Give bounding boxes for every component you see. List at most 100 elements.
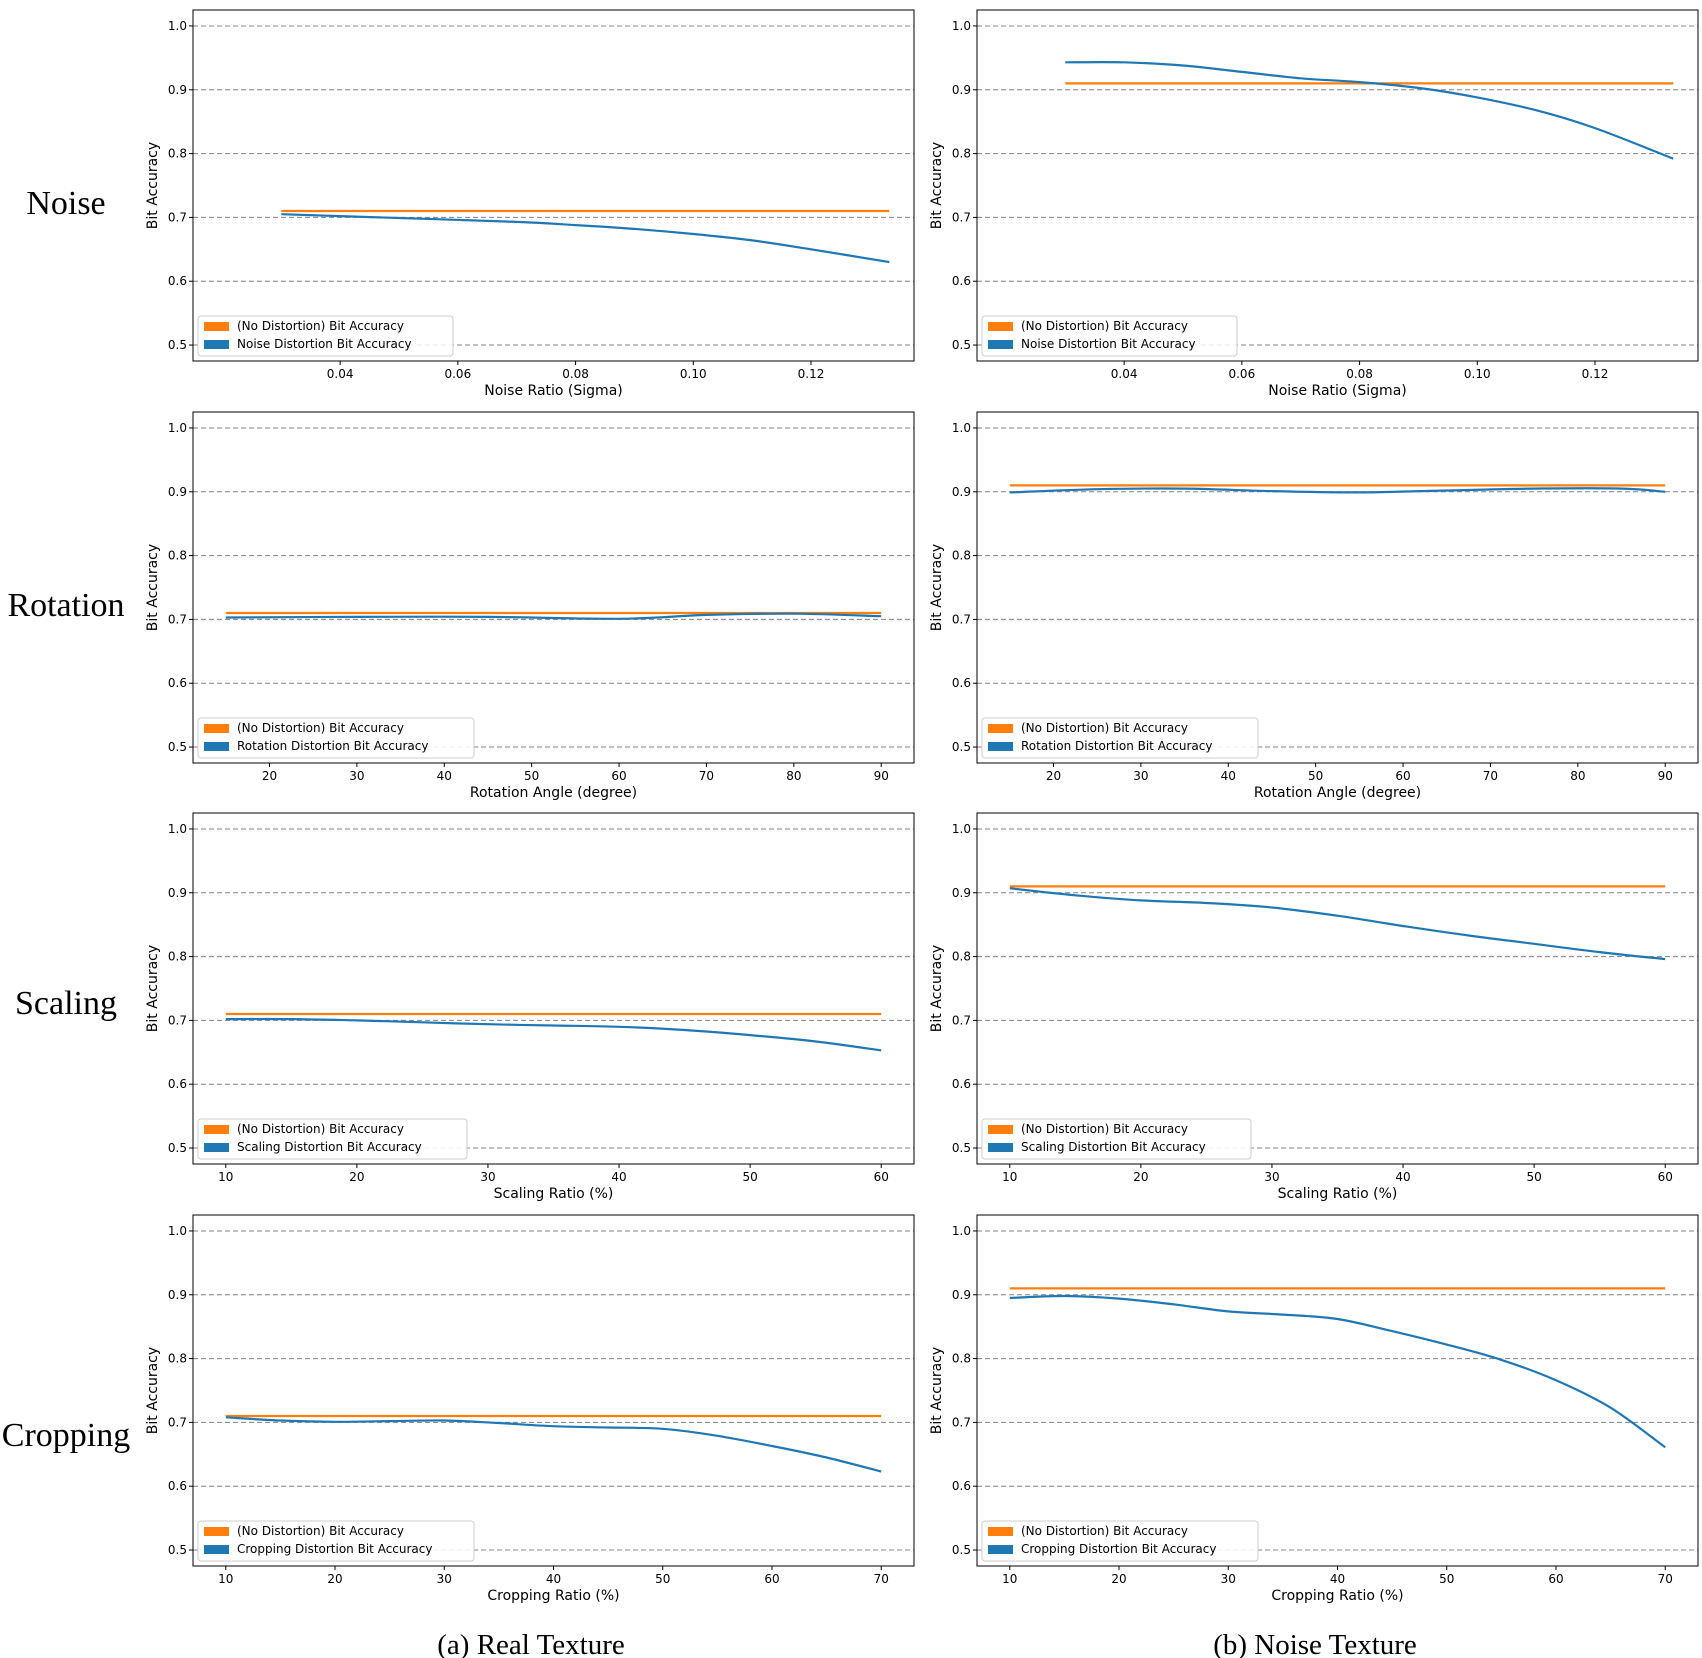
- legend-frame: [981, 717, 1259, 759]
- y-tick-label: 0.8: [168, 147, 187, 161]
- subplot-grid: 0.5 0.6 0.7 0.8 0.9 1.0 0.04 0.06 0.08 0.10 0.12 No…: [145, 9, 1699, 1604]
- x-tick-label: 0.04: [1111, 367, 1138, 381]
- legend: (No Distortion) Bit Accuracy Noise Distor…: [981, 315, 1238, 357]
- legend-label-distortion: Scaling Distortion Bit Accuracy: [237, 1140, 422, 1154]
- axes-frame: [976, 411, 1699, 764]
- legend: (No Distortion) Bit Accuracy Rotation Dis…: [981, 717, 1259, 759]
- y-tick-label: 0.6: [952, 274, 971, 288]
- legend: (No Distortion) Bit Accuracy Cropping Dis…: [197, 1520, 475, 1562]
- x-tick-label: 20: [1046, 769, 1061, 783]
- x-tick-label: 20: [1111, 1572, 1126, 1586]
- legend-label-distortion: Scaling Distortion Bit Accuracy: [1021, 1140, 1206, 1154]
- x-tick-label: 60: [1395, 769, 1410, 783]
- x-tick-label: 40: [1395, 1170, 1410, 1184]
- y-tick-label: 0.9: [168, 485, 187, 499]
- x-tick-label: 20: [1133, 1170, 1148, 1184]
- x-tick-label: 80: [786, 769, 801, 783]
- legend-swatch-baseline: [204, 724, 229, 733]
- x-tick-label: 60: [1658, 1170, 1673, 1184]
- axes-frame: [192, 411, 915, 764]
- x-axis-label: Noise Ratio (Sigma): [1268, 383, 1406, 399]
- legend-swatch-baseline: [204, 1125, 229, 1134]
- y-tick-label: 0.7: [168, 612, 187, 626]
- legend-label-baseline: (No Distortion) Bit Accuracy: [1021, 721, 1188, 735]
- legend-swatch-distortion: [988, 340, 1013, 349]
- subplot-scaling-real: 0.5 0.6 0.7 0.8 0.9 1.0 10 20 30 40 50 60 Scaling Ra…: [145, 812, 915, 1202]
- legend-label-distortion: Cropping Distortion Bit Accuracy: [1021, 1542, 1216, 1556]
- x-tick-label: 80: [1570, 769, 1585, 783]
- y-tick-label: 0.5: [168, 1141, 187, 1155]
- distortion-series-line: [1009, 1294, 1666, 1449]
- legend-swatch-distortion: [204, 742, 229, 751]
- row-label-scaling: Scaling: [15, 985, 117, 1022]
- legend-frame: [981, 1118, 1252, 1160]
- legend-frame: [197, 717, 475, 759]
- caption-noise-texture: (b) Noise Texture: [1213, 1629, 1417, 1658]
- legend-label-baseline: (No Distortion) Bit Accuracy: [1021, 1524, 1188, 1538]
- axes-frame: [976, 9, 1699, 362]
- caption-real-texture: (a) Real Texture: [437, 1629, 624, 1658]
- y-tick-label: 0.7: [952, 1415, 971, 1429]
- distortion-series-line: [281, 213, 890, 264]
- y-tick-label: 1.0: [168, 421, 187, 435]
- legend-label-distortion: Cropping Distortion Bit Accuracy: [237, 1542, 432, 1556]
- x-axis-label: Scaling Ratio (%): [494, 1186, 614, 1202]
- y-tick-label: 0.7: [168, 1013, 187, 1027]
- y-tick-label: 0.5: [952, 1141, 971, 1155]
- y-tick-label: 0.8: [168, 1352, 187, 1366]
- y-axis-label: Bit Accuracy: [145, 544, 161, 631]
- y-tick-label: 0.5: [952, 740, 971, 754]
- distortion-series-line: [1009, 487, 1666, 494]
- x-tick-label: 40: [1221, 769, 1236, 783]
- legend-label-baseline: (No Distortion) Bit Accuracy: [237, 721, 404, 735]
- y-tick-label: 0.6: [952, 676, 971, 690]
- y-tick-label: 0.5: [168, 1543, 187, 1557]
- x-tick-label: 50: [655, 1572, 670, 1586]
- y-tick-label: 1.0: [952, 19, 971, 33]
- y-tick-label: 0.9: [952, 83, 971, 97]
- subplot-cropping-real: 0.5 0.6 0.7 0.8 0.9 1.0 10 20 30 40 50 60 70 Cropping…: [145, 1214, 915, 1604]
- y-tick-label: 0.5: [168, 740, 187, 754]
- x-tick-label: 10: [1002, 1572, 1017, 1586]
- y-tick-label: 0.6: [952, 1077, 971, 1091]
- x-tick-label: 30: [480, 1170, 495, 1184]
- legend-swatch-baseline: [988, 724, 1013, 733]
- subplot-noise-real: 0.5 0.6 0.7 0.8 0.9 1.0 0.04 0.06 0.08 0.10 0.12 No…: [145, 9, 915, 399]
- legend-label-distortion: Rotation Distortion Bit Accuracy: [1021, 739, 1212, 753]
- x-tick-label: 70: [699, 769, 714, 783]
- axes-frame: [976, 812, 1699, 1165]
- legend-swatch-baseline: [988, 1527, 1013, 1536]
- distortion-series-line: [1009, 887, 1666, 961]
- legend-frame: [981, 315, 1238, 357]
- y-tick-label: 0.6: [168, 1077, 187, 1091]
- legend-frame: [981, 1520, 1259, 1562]
- legend-swatch-distortion: [988, 1545, 1013, 1554]
- legend-label-distortion: Rotation Distortion Bit Accuracy: [237, 739, 428, 753]
- x-tick-label: 0.06: [1228, 367, 1255, 381]
- x-axis-label: Cropping Ratio (%): [487, 1588, 619, 1604]
- x-tick-label: 0.10: [680, 367, 707, 381]
- x-tick-label: 60: [1548, 1572, 1563, 1586]
- y-tick-label: 0.7: [952, 210, 971, 224]
- legend-label-baseline: (No Distortion) Bit Accuracy: [237, 1122, 404, 1136]
- y-tick-label: 0.8: [168, 950, 187, 964]
- legend-frame: [197, 1520, 475, 1562]
- y-tick-label: 0.9: [168, 1288, 187, 1302]
- x-tick-label: 30: [1264, 1170, 1279, 1184]
- x-tick-label: 30: [1221, 1572, 1236, 1586]
- x-axis-label: Cropping Ratio (%): [1271, 1588, 1403, 1604]
- y-tick-label: 0.6: [168, 1479, 187, 1493]
- x-tick-label: 20: [262, 769, 277, 783]
- x-tick-label: 30: [437, 1572, 452, 1586]
- y-tick-label: 0.9: [168, 886, 187, 900]
- y-axis-label: Bit Accuracy: [929, 142, 945, 229]
- distortion-series-line: [225, 1416, 882, 1473]
- subplot-cropping-noise: 0.5 0.6 0.7 0.8 0.9 1.0 10 20 30 40 50 60 70 Cropping…: [929, 1214, 1699, 1604]
- x-tick-label: 40: [1330, 1572, 1345, 1586]
- y-tick-label: 0.9: [952, 886, 971, 900]
- x-axis-label: Noise Ratio (Sigma): [484, 383, 622, 399]
- y-tick-label: 0.6: [952, 1479, 971, 1493]
- row-label-cropping: Cropping: [2, 1417, 130, 1454]
- axes-frame: [192, 9, 915, 362]
- x-axis-label: Scaling Ratio (%): [1278, 1186, 1398, 1202]
